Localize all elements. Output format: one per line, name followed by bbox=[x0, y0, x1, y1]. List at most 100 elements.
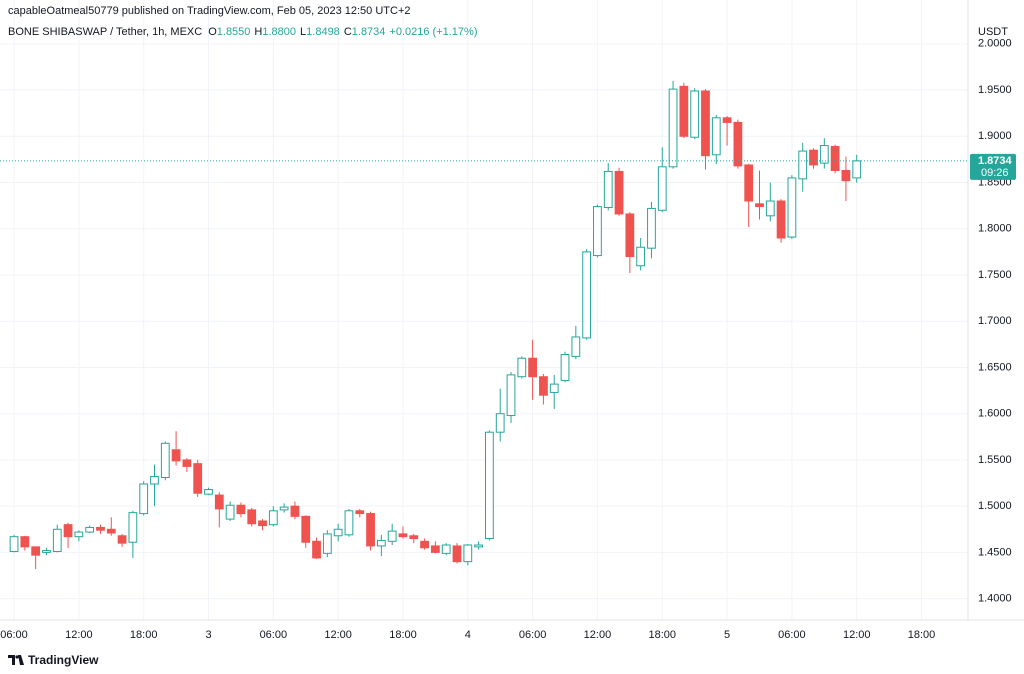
x-tick-label: 06:00 bbox=[260, 629, 288, 641]
y-tick-label: 1.9000 bbox=[978, 130, 1012, 142]
candle-body bbox=[852, 160, 862, 179]
candle-body bbox=[722, 117, 732, 123]
candle-body bbox=[798, 150, 808, 180]
candle-body bbox=[787, 177, 797, 238]
candle-body bbox=[679, 85, 689, 137]
candle-body bbox=[474, 544, 483, 548]
candle-body bbox=[225, 504, 235, 520]
o-value: 1.8550 bbox=[216, 26, 251, 38]
y-tick-label: 1.9500 bbox=[978, 84, 1012, 96]
y-tick-label: 1.6000 bbox=[978, 408, 1012, 420]
candle-body bbox=[182, 459, 192, 467]
candle-body bbox=[701, 90, 710, 157]
y-tick-label: 2.0000 bbox=[978, 38, 1012, 50]
y-tick-label: 1.5000 bbox=[978, 500, 1012, 512]
y-tick-label: 1.6500 bbox=[978, 361, 1012, 373]
candle-body bbox=[258, 520, 267, 527]
candle-body bbox=[322, 533, 332, 554]
candle-body bbox=[755, 203, 764, 208]
candle-body bbox=[733, 121, 743, 167]
candle-body bbox=[387, 530, 397, 542]
candle-body bbox=[841, 170, 851, 182]
y-axis-label: USDT bbox=[978, 26, 1008, 38]
candle-body bbox=[366, 513, 375, 547]
candle-body bbox=[117, 535, 127, 544]
candle-body bbox=[85, 526, 95, 533]
candle-body bbox=[549, 383, 559, 393]
published-line: capableOatmeal50779 published on Trading… bbox=[8, 5, 411, 17]
candle-body bbox=[236, 504, 246, 515]
c-value: 1.8734 bbox=[351, 26, 386, 38]
candle-body bbox=[398, 533, 408, 538]
candle-body bbox=[106, 528, 116, 534]
candle-body bbox=[614, 170, 624, 215]
candle-body bbox=[603, 170, 613, 208]
candle-body bbox=[711, 117, 721, 156]
x-tick-label: 06:00 bbox=[778, 629, 806, 641]
x-tick-label: 18:00 bbox=[648, 629, 676, 641]
candle-body bbox=[214, 494, 224, 510]
candle-body bbox=[560, 354, 570, 381]
candle-body bbox=[765, 200, 775, 217]
logo-icon bbox=[8, 655, 24, 665]
candle-body bbox=[647, 207, 656, 249]
x-tick-label: 12:00 bbox=[324, 629, 352, 641]
legend: BONE SHIBASWAP / Tether, 1h, MEXC O 1.855… bbox=[8, 26, 478, 38]
x-tick-label: 18:00 bbox=[908, 629, 936, 641]
candle-body bbox=[744, 164, 754, 202]
candle-body bbox=[52, 528, 62, 552]
candle-body bbox=[625, 213, 635, 258]
logo: TradingView bbox=[8, 653, 98, 667]
candle-body bbox=[636, 246, 646, 267]
candle-body bbox=[830, 145, 840, 172]
candle-body bbox=[139, 483, 149, 515]
x-tick-label: 12:00 bbox=[65, 629, 93, 641]
y-tick-label: 1.4500 bbox=[978, 546, 1012, 558]
candle-body bbox=[582, 251, 592, 339]
candle-body bbox=[31, 546, 41, 556]
candle-body bbox=[301, 515, 311, 543]
candle-body bbox=[150, 476, 159, 485]
y-tick-label: 1.8000 bbox=[978, 223, 1012, 235]
x-tick-label: 06:00 bbox=[0, 629, 28, 641]
candle-body bbox=[312, 540, 321, 559]
candle-body bbox=[809, 149, 818, 166]
candle-body bbox=[193, 463, 203, 494]
x-tick-label: 5 bbox=[724, 629, 730, 641]
candle-body bbox=[657, 166, 667, 211]
candle-body bbox=[776, 200, 786, 239]
candle-body bbox=[128, 512, 138, 543]
candle-body bbox=[42, 550, 51, 553]
candle-body bbox=[204, 489, 213, 495]
candle-body bbox=[247, 509, 257, 525]
symbol: BONE SHIBASWAP / Tether, 1h, MEXC bbox=[8, 26, 203, 38]
candle-body bbox=[333, 528, 343, 537]
candle-body bbox=[355, 510, 365, 515]
candle-body bbox=[290, 505, 300, 517]
candle-body bbox=[420, 540, 429, 549]
y-tick-label: 1.4000 bbox=[978, 593, 1012, 605]
candle-body bbox=[74, 531, 84, 538]
price-label: 1.8734 bbox=[978, 155, 1013, 167]
change: +0.0216 (+1.17%) bbox=[389, 26, 478, 38]
candle-body bbox=[20, 536, 30, 548]
x-tick-label: 4 bbox=[465, 629, 471, 641]
candle-body bbox=[668, 88, 678, 168]
candle-body bbox=[819, 145, 829, 164]
candle-body bbox=[463, 544, 473, 563]
price-label-box bbox=[970, 153, 1016, 180]
candle-body bbox=[344, 510, 354, 536]
x-tick-label: 12:00 bbox=[584, 629, 612, 641]
y-tick-label: 1.7000 bbox=[978, 315, 1012, 327]
c-label: C bbox=[343, 26, 352, 38]
h-label: H bbox=[254, 26, 263, 38]
countdown: 09:26 bbox=[981, 167, 1009, 179]
candle-body bbox=[528, 357, 538, 378]
candle-body bbox=[506, 374, 516, 417]
candle-body bbox=[171, 449, 181, 462]
candle-body bbox=[452, 545, 462, 563]
candle-body bbox=[441, 544, 451, 554]
y-tick-label: 1.5500 bbox=[978, 454, 1012, 466]
y-tick-label: 1.7500 bbox=[978, 269, 1012, 281]
